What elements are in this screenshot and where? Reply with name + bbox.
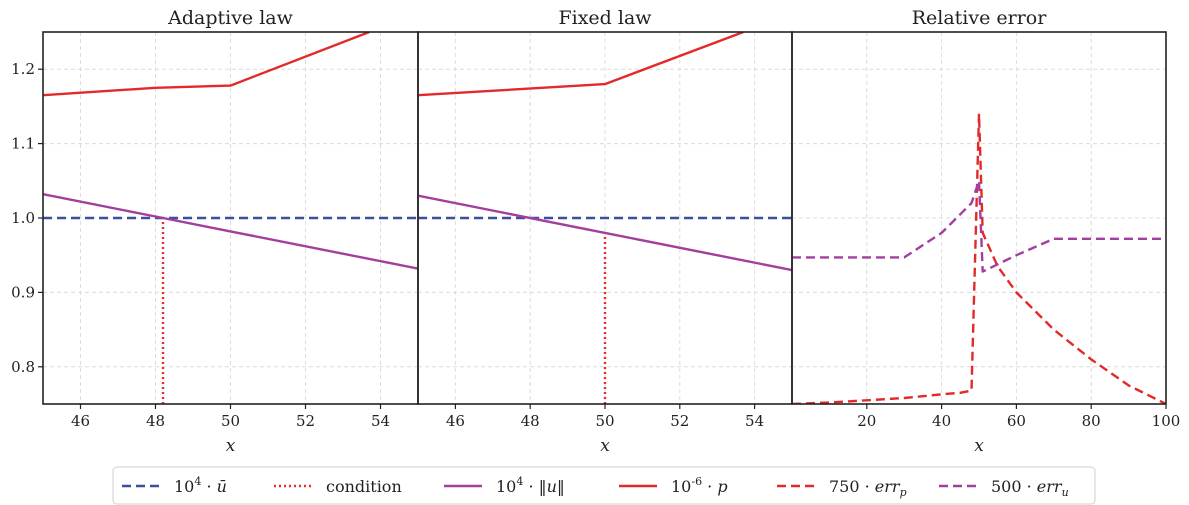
x-tick-label: 50 <box>595 412 614 430</box>
series-line-errp <box>792 112 1166 404</box>
legend-item-p: 10-6 · p <box>619 475 728 496</box>
x-tick-label: 100 <box>1152 412 1181 430</box>
y-tick-label: 1.1 <box>11 135 35 153</box>
legend-label: 10-6 · p <box>671 475 728 496</box>
x-tick-label: 46 <box>446 412 465 430</box>
x-tick-label: 20 <box>857 412 876 430</box>
plot-frame <box>791 31 1167 405</box>
series-line-erru <box>792 179 1166 273</box>
panel-title: Adaptive law <box>167 7 294 29</box>
legend-box <box>112 466 1096 505</box>
y-tick-label: 0.8 <box>11 358 35 376</box>
x-tick-label: 80 <box>1082 412 1101 430</box>
x-tick-label: 54 <box>745 412 764 430</box>
x-tick-label: 50 <box>221 412 240 430</box>
x-axis-label: x <box>226 436 236 456</box>
legend: 104 · ū condition 104 · ‖u‖ 10-6 · p 750 · e… <box>112 466 1096 505</box>
legend-item-erru: 500 · erru <box>939 477 1069 499</box>
x-tick-label: 52 <box>296 412 315 430</box>
series-line-p <box>418 32 744 97</box>
x-tick-label: 48 <box>146 412 165 430</box>
legend-label: 750 · errp <box>829 477 907 499</box>
x-tick-label: 60 <box>1007 412 1026 430</box>
x-tick-label: 52 <box>670 412 689 430</box>
panel-2: 46 48 50 52 54 Fixed law x <box>417 7 793 456</box>
y-tick-label: 0.9 <box>11 283 35 301</box>
legend-label: condition <box>326 477 402 496</box>
x-axis-label: x <box>600 436 610 456</box>
y-tick-label: 1.2 <box>11 60 35 78</box>
series-group <box>43 32 418 404</box>
panel-3: 20 40 60 80 100 Relative error x <box>791 7 1181 456</box>
legend-item-errp: 750 · errp <box>777 477 907 499</box>
x-tick-label: 54 <box>371 412 390 430</box>
legend-label: 104 · ū <box>174 475 227 496</box>
y-tick-label: 1.0 <box>11 209 35 227</box>
panel-title: Relative error <box>912 7 1048 29</box>
series-line-p <box>43 32 370 97</box>
x-tick-label: 40 <box>932 412 951 430</box>
legend-label: 500 · erru <box>991 477 1069 499</box>
series-group <box>418 32 792 404</box>
series-line-unorm <box>418 194 792 272</box>
panel-title: Fixed law <box>558 7 652 29</box>
legend-item-ubar: 104 · ū <box>122 475 227 496</box>
x-axis-label: x <box>974 436 984 456</box>
legend-label: 104 · ‖u‖ <box>496 475 565 496</box>
x-tick-label: 46 <box>71 412 90 430</box>
x-tick-label: 48 <box>521 412 540 430</box>
series-group <box>792 112 1166 404</box>
legend-item-cond: condition <box>274 477 402 496</box>
legend-item-unorm: 104 · ‖u‖ <box>444 475 565 496</box>
series-line-unorm <box>43 193 418 270</box>
panel-1: 46 48 50 52 54 0.8 0.9 1.0 1.1 1.2 Adaptive law x <box>11 7 419 456</box>
